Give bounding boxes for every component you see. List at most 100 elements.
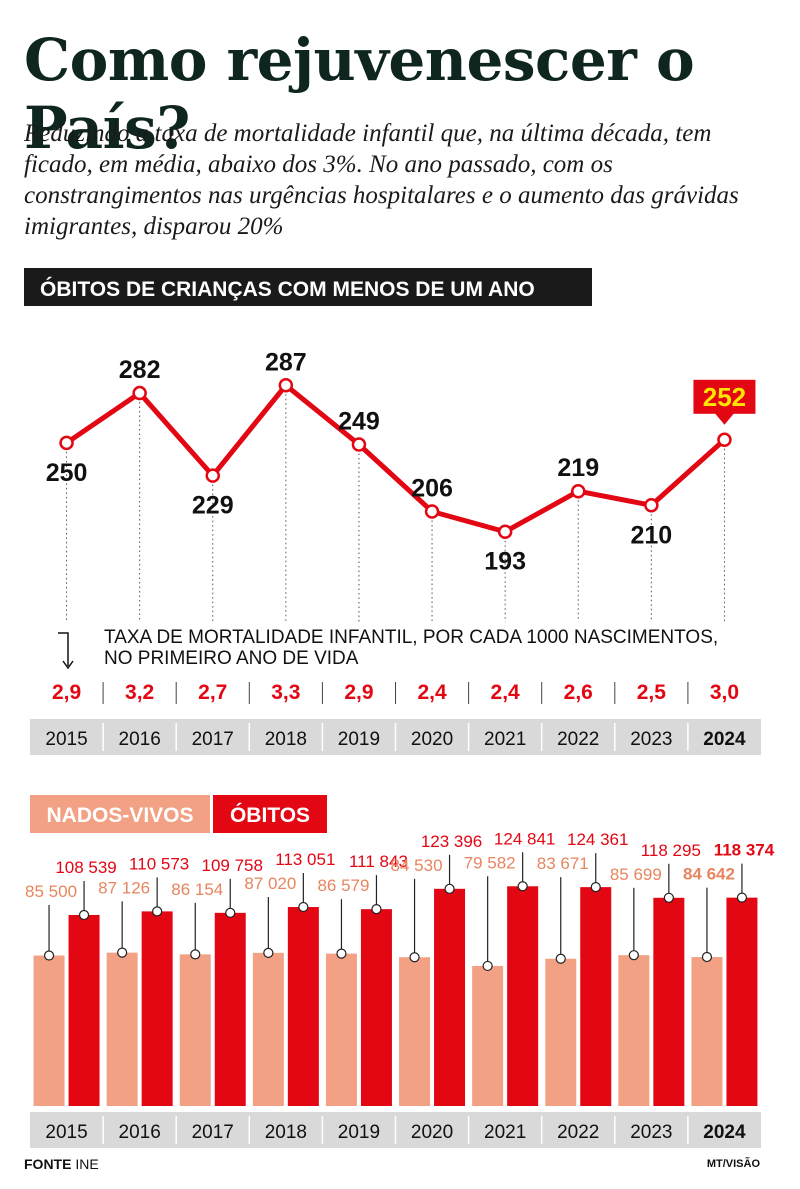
bar-tick-2020: 2020 (411, 1122, 453, 1143)
line-tick-2024: 2024 (703, 729, 746, 750)
data-label-2021: 193 (484, 548, 526, 576)
line-point-2016 (132, 385, 147, 401)
marker-obitos-2024 (736, 892, 748, 903)
rate-value-2021: 2,4 (491, 681, 521, 704)
bar-tick-2019: 2019 (338, 1122, 380, 1143)
line-tick-2022: 2022 (557, 729, 599, 750)
line-point-2020 (424, 504, 440, 519)
highlight-label-pointer (714, 412, 735, 425)
marker-obitos-2015 (78, 909, 90, 921)
line-tick-2021: 2021 (484, 729, 526, 750)
rate-caption-line1: TAXA DE MORTALIDADE INFANTIL, POR CADA 1… (104, 627, 718, 648)
data-label-2022: 219 (557, 454, 599, 482)
page-subtitle: Reduzindo a taxa de mortalidade infantil… (24, 120, 739, 240)
marker-nados-vivos-2018 (263, 947, 274, 958)
data-label-2017: 229 (192, 492, 234, 520)
rate-value-2019: 2,9 (344, 681, 373, 704)
bar-obitos-2015 (68, 914, 100, 1106)
label-obitos-2024: 118 374 (714, 841, 775, 860)
marker-nados-vivos-2021 (482, 960, 493, 972)
label-obitos-2020: 123 396 (421, 832, 482, 851)
legend-obitos-label: ÓBITOS (230, 803, 310, 827)
bar-nados-vivos-2017 (179, 954, 211, 1106)
line-point-2015 (59, 435, 74, 451)
line-chart-title-bg (24, 268, 592, 306)
bar-nados-vivos-2018 (252, 952, 284, 1106)
marker-obitos-2019 (371, 904, 382, 915)
line-point-2022 (571, 483, 586, 499)
marker-obitos-2020 (444, 883, 455, 894)
bar-nados-vivos-2019 (325, 953, 357, 1106)
line-tick-2019: 2019 (338, 729, 380, 750)
bar-tick-2016: 2016 (119, 1122, 161, 1143)
legend-obitos-swatch (213, 795, 327, 833)
marker-nados-vivos-2024 (701, 951, 713, 963)
rate-value-2015: 2,9 (52, 681, 81, 704)
rate-arrow-line (58, 632, 69, 666)
marker-nados-vivos-2016 (117, 947, 128, 958)
label-obitos-2019: 111 843 (349, 852, 408, 871)
credit: MT/VISÃO (706, 1158, 760, 1170)
label-obitos-2021: 124 841 (494, 829, 555, 848)
marker-nados-vivos-2022 (555, 953, 566, 964)
line-point-2023 (644, 498, 659, 513)
bar-tick-2021: 2021 (484, 1122, 526, 1143)
marker-nados-vivos-2020 (409, 952, 420, 963)
label-obitos-2017: 109 758 (202, 856, 263, 875)
data-label-2015: 250 (46, 459, 88, 487)
line-series (65, 382, 727, 535)
bar-nados-vivos-2016 (106, 952, 138, 1106)
label-nados-vivos-2020: 84 530 (391, 856, 443, 875)
bar-tick-2023: 2023 (630, 1122, 672, 1143)
label-nados-vivos-2021: 79 582 (464, 853, 516, 872)
line-tick-2020: 2020 (411, 729, 453, 750)
highlight-label-bg (693, 379, 756, 414)
marker-nados-vivos-2017 (190, 949, 201, 960)
marker-obitos-2023 (663, 892, 674, 903)
line-chart-title: ÓBITOS DE CRIANÇAS COM MENOS DE UM ANO (40, 277, 535, 301)
page-title: Como rejuvenescer o País? (24, 26, 695, 162)
rate-value-2023: 2,5 (637, 681, 667, 704)
rate-value-2024: 3,0 (710, 681, 739, 704)
bar-tick-2024: 2024 (703, 1122, 746, 1143)
label-obitos-2018: 113 051 (275, 850, 335, 869)
data-label-2024: 252 (703, 382, 746, 412)
label-nados-vivos-2019: 86 579 (317, 876, 369, 895)
source-note: FONTE INE (24, 1156, 99, 1172)
line-point-2021 (497, 524, 513, 539)
bar-obitos-2020 (434, 888, 466, 1106)
marker-nados-vivos-2023 (628, 950, 639, 961)
legend-nados-vivos-label: NADOS-VIVOS (46, 804, 193, 827)
bar-nados-vivos-2021 (472, 965, 504, 1106)
data-label-2016: 282 (119, 356, 161, 384)
marker-obitos-2018 (298, 901, 309, 913)
data-label-2018: 287 (265, 348, 307, 376)
bar-obitos-2024 (726, 897, 758, 1106)
rate-value-2022: 2,6 (564, 681, 593, 704)
line-tick-2023: 2023 (630, 729, 672, 750)
marker-nados-vivos-2019 (336, 948, 347, 959)
label-nados-vivos-2017: 86 154 (171, 880, 223, 899)
bar-nados-vivos-2022 (545, 958, 577, 1106)
rate-value-2018: 3,3 (271, 681, 300, 704)
bar-obitos-2021 (507, 886, 539, 1106)
label-nados-vivos-2023: 85 699 (610, 865, 662, 884)
bar-obitos-2017 (214, 912, 246, 1106)
rate-value-2016: 3,2 (125, 681, 154, 704)
source-label: FONTE (24, 1156, 72, 1172)
bar-tick-2015: 2015 (45, 1122, 87, 1143)
label-obitos-2023: 118 295 (641, 841, 701, 860)
data-label-2023: 210 (630, 521, 672, 549)
marker-nados-vivos-2015 (43, 950, 55, 961)
rate-value-2020: 2,4 (417, 681, 447, 704)
bar-obitos-2018 (287, 907, 319, 1106)
line-point-2019 (351, 437, 367, 452)
marker-obitos-2022 (590, 882, 601, 893)
line-tick-2017: 2017 (192, 729, 234, 750)
bar-tick-2017: 2017 (192, 1122, 234, 1143)
bar-obitos-2016 (141, 911, 173, 1106)
bar-tick-2018: 2018 (265, 1122, 307, 1143)
line-point-2018 (278, 378, 294, 393)
label-nados-vivos-2018: 87 020 (244, 874, 296, 893)
